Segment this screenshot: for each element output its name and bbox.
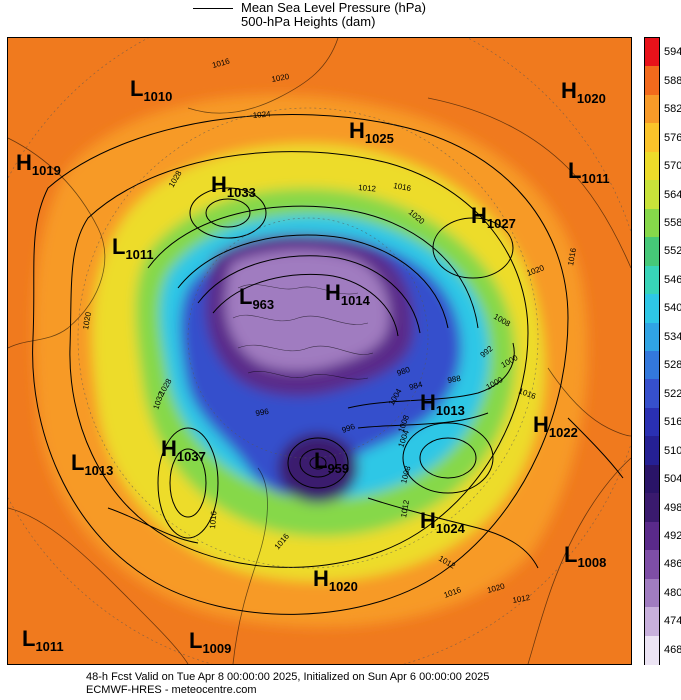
- high-pressure-center: H1014: [325, 280, 371, 308]
- high-pressure-center: H1037: [161, 436, 206, 464]
- isobar-value-label: 1016: [393, 181, 413, 193]
- colorbar-label: 498: [664, 501, 681, 514]
- colorbar-cell: [645, 294, 659, 324]
- colorbar-cell: [645, 123, 659, 153]
- isobar-value-label: 1016: [566, 247, 578, 267]
- colorbar-label: 564: [664, 188, 681, 201]
- colorbar-label: 570: [664, 160, 681, 173]
- colorbar-label: 492: [664, 529, 681, 542]
- colorbar-label: 474: [664, 615, 681, 628]
- isobar-value-label: 1012: [358, 183, 377, 194]
- high-pressure-center: H1020: [561, 78, 606, 106]
- low-pressure-center: L963: [239, 284, 274, 312]
- colorbar-cell: [645, 265, 659, 295]
- colorbar-cell: [645, 493, 659, 523]
- colorbar-cell: [645, 550, 659, 580]
- low-pressure-center: L1011: [568, 158, 610, 186]
- isobar-value-label: 996: [255, 407, 270, 418]
- height-colorbar: [644, 37, 660, 665]
- colorbar-cell: [645, 635, 659, 665]
- colorbar-label: 468: [664, 643, 681, 656]
- high-pressure-center: H1019: [16, 150, 61, 178]
- colorbar-cell: [645, 578, 659, 608]
- colorbar-label: 552: [664, 245, 681, 258]
- colorbar-cell: [645, 94, 659, 124]
- colorbar-label: 540: [664, 302, 681, 315]
- isobar-value-label: 1012: [399, 499, 411, 519]
- colorbar-cell: [645, 351, 659, 380]
- colorbar-cell: [645, 436, 659, 466]
- isobar-value-label: 1024: [252, 109, 271, 120]
- heights-legend-label: 500-hPa Heights (dam): [241, 14, 376, 29]
- isobar-value-label: 980: [396, 365, 412, 378]
- colorbar-label: 528: [664, 359, 681, 372]
- isobar-value-label: 988: [447, 374, 462, 385]
- secondary-low-core: [278, 433, 358, 503]
- low-pressure-center: L1013: [71, 450, 113, 478]
- colorbar-label: 504: [664, 473, 681, 486]
- colorbar-label: 594: [664, 46, 681, 59]
- colorbar-label: 582: [664, 103, 681, 116]
- colorbar-label: 576: [664, 131, 681, 144]
- weather-map: 1016 1020 1024 1028 1012 1016 1020 1008 1016 1020…: [7, 37, 632, 665]
- low-pressure-center: L959: [314, 448, 349, 476]
- low-core-contours: [232, 284, 374, 380]
- colorbar-cell: [645, 379, 659, 409]
- pressure-centers: L1010 H1019 H1033 H1025 H1020 L1011 H1027 L1011…: [16, 76, 610, 656]
- low-pressure-center: L1009: [189, 628, 231, 656]
- isobar-value-label: 1020: [81, 311, 93, 331]
- colorbar-cell: [645, 237, 659, 267]
- colorbar-label: 534: [664, 330, 681, 343]
- forecast-valid-text: 48-h Fcst Valid on Tue Apr 8 00:00:00 20…: [86, 671, 490, 683]
- colorbar-label: 486: [664, 558, 681, 571]
- isobar-value-label: 1020: [271, 72, 291, 84]
- colorbar-label: 558: [664, 216, 681, 229]
- land-outlines: [8, 38, 631, 664]
- source-credit: ECMWF-HRES - meteocentre.com: [86, 684, 257, 696]
- isobar-value-label: 1012: [512, 593, 532, 605]
- colorbar-cell: [645, 407, 659, 437]
- high-pressure-center: H1013: [420, 390, 465, 418]
- colorbar-label: 522: [664, 387, 681, 400]
- colorbar-cell: [645, 66, 659, 96]
- latitude-circles: [8, 38, 631, 664]
- isobar-value-label: 984: [408, 380, 424, 392]
- isobars: [32, 114, 624, 615]
- high-pressure-center: H1022: [533, 412, 578, 440]
- colorbar-cell: [645, 38, 659, 67]
- high-pressure-center: H1027: [471, 203, 516, 231]
- colorbar-cell: [645, 151, 659, 181]
- isobar-value-label: 996: [341, 422, 357, 435]
- low-pressure-center: L1008: [564, 542, 606, 570]
- low-pressure-center: L1010: [130, 76, 172, 104]
- colorbar-label: 516: [664, 416, 681, 429]
- low-pressure-center: L1011: [112, 234, 154, 262]
- high-pressure-center: H1025: [349, 118, 394, 146]
- high-pressure-center: H1020: [313, 566, 358, 594]
- height-band-480: [225, 250, 390, 371]
- colorbar-label: 510: [664, 444, 681, 457]
- legend-header: Mean Sea Level Pressure (hPa) 500-hPa He…: [0, 0, 681, 36]
- low-pressure-center: L1011: [22, 626, 64, 654]
- isobar-value-label: 1016: [208, 510, 219, 529]
- colorbar-cell: [645, 180, 659, 210]
- colorbar-label: 480: [664, 586, 681, 599]
- mslp-legend-line: [193, 8, 233, 9]
- high-pressure-center: H1024: [420, 508, 466, 536]
- colorbar-cell: [645, 521, 659, 551]
- colorbar-label: 588: [664, 74, 681, 87]
- mslp-legend-label: Mean Sea Level Pressure (hPa): [241, 0, 426, 15]
- colorbar-cell: [645, 208, 659, 238]
- colorbar-cell: [645, 322, 659, 352]
- colorbar-label: 546: [664, 273, 681, 286]
- colorbar-cell: [645, 607, 659, 637]
- high-pressure-center: H1033: [211, 172, 256, 200]
- colorbar-cell: [645, 464, 659, 494]
